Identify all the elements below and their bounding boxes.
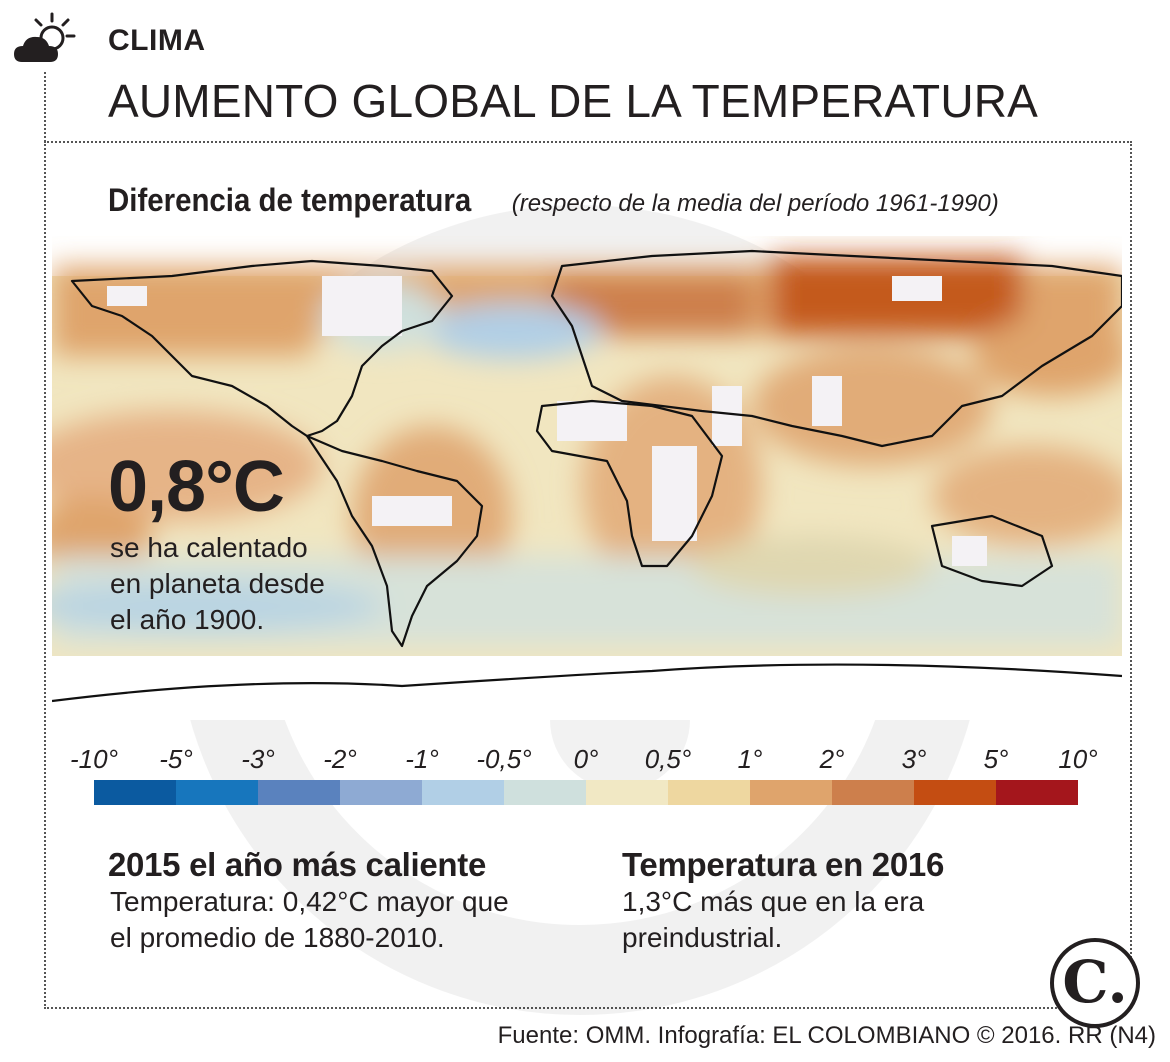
sun-cloud-icon — [14, 12, 76, 62]
frame-connector — [44, 72, 46, 142]
map-heading: Diferencia de temperatura (respecto de l… — [108, 182, 999, 218]
warming-value: 0,8°C — [108, 447, 285, 527]
warming-description-line: se ha calentado — [110, 532, 308, 563]
warming-description: se ha calentado en planeta desde el año … — [110, 530, 370, 638]
fact-text-line: 1,3°C más que en la era — [622, 886, 925, 917]
map-heading-bold: Diferencia de temperatura — [108, 182, 472, 218]
temperature-anomaly-map — [52, 249, 1122, 720]
scale-swatch — [750, 780, 832, 805]
fact-title-2016: Temperatura en 2016 — [622, 846, 945, 883]
scale-swatch — [94, 780, 176, 805]
map-heading-italic: respecto de la media del período 1961-19… — [519, 190, 991, 217]
logo-letter: C. — [1062, 948, 1128, 1016]
fact-text-2015: Temperatura: 0,42°C mayor que el promedi… — [110, 884, 550, 956]
scale-labels: -10° -5° -3° -2° -1° -0,5° 0° 0,5° 1° 2° 3° 5° 10° — [70, 744, 1110, 778]
scale-tick-label: 10° — [1058, 744, 1098, 774]
scale-swatch — [996, 780, 1078, 805]
fact-title-2015: 2015 el año más caliente — [108, 846, 487, 883]
scale-tick-label: -10° — [70, 744, 118, 774]
scale-swatch — [258, 780, 340, 805]
section-label: CLIMA — [108, 24, 206, 57]
scale-tick-label: 0,5° — [644, 744, 692, 774]
scale-swatch — [832, 780, 914, 805]
scale-tick-label: -0,5° — [476, 744, 532, 774]
fact-text-line: Temperatura: 0,42°C mayor que — [110, 886, 509, 917]
scale-tick-label: -2° — [323, 744, 357, 774]
scale-tick-label: -5° — [159, 744, 193, 774]
scale-swatch — [914, 780, 996, 805]
scale-swatch — [340, 780, 422, 805]
scale-swatch — [422, 780, 504, 805]
scale-tick-label: 2° — [819, 744, 845, 774]
page-title: AUMENTO GLOBAL DE LA TEMPERATURA — [108, 75, 1039, 127]
source-credit: Fuente: OMM. Infografía: EL COLOMBIANO ©… — [497, 1022, 1156, 1049]
scale-tick-label: -1° — [405, 744, 439, 774]
scale-swatch — [668, 780, 750, 805]
fact-text-2016: 1,3°C más que en la era preindustrial. — [622, 884, 1042, 956]
scale-tick-label: 0° — [573, 744, 599, 774]
fact-text-line: preindustrial. — [622, 922, 783, 953]
infographic-frame — [44, 141, 1132, 1009]
scale-tick-label: 1° — [737, 744, 763, 774]
scale-swatch — [586, 780, 668, 805]
scale-swatch — [176, 780, 258, 805]
warming-description-line: en planeta desde — [110, 568, 325, 599]
scale-tick-label: 5° — [983, 744, 1009, 774]
fact-text-line: el promedio de 1880-2010. — [110, 922, 445, 953]
warming-description-line: el año 1900. — [110, 604, 265, 635]
scale-tick-label: 3° — [901, 744, 927, 774]
color-scale-bar — [94, 780, 1078, 805]
scale-tick-label: -3° — [241, 744, 275, 774]
scale-swatch — [504, 780, 586, 805]
el-colombiano-logo: C. — [1050, 938, 1140, 1028]
